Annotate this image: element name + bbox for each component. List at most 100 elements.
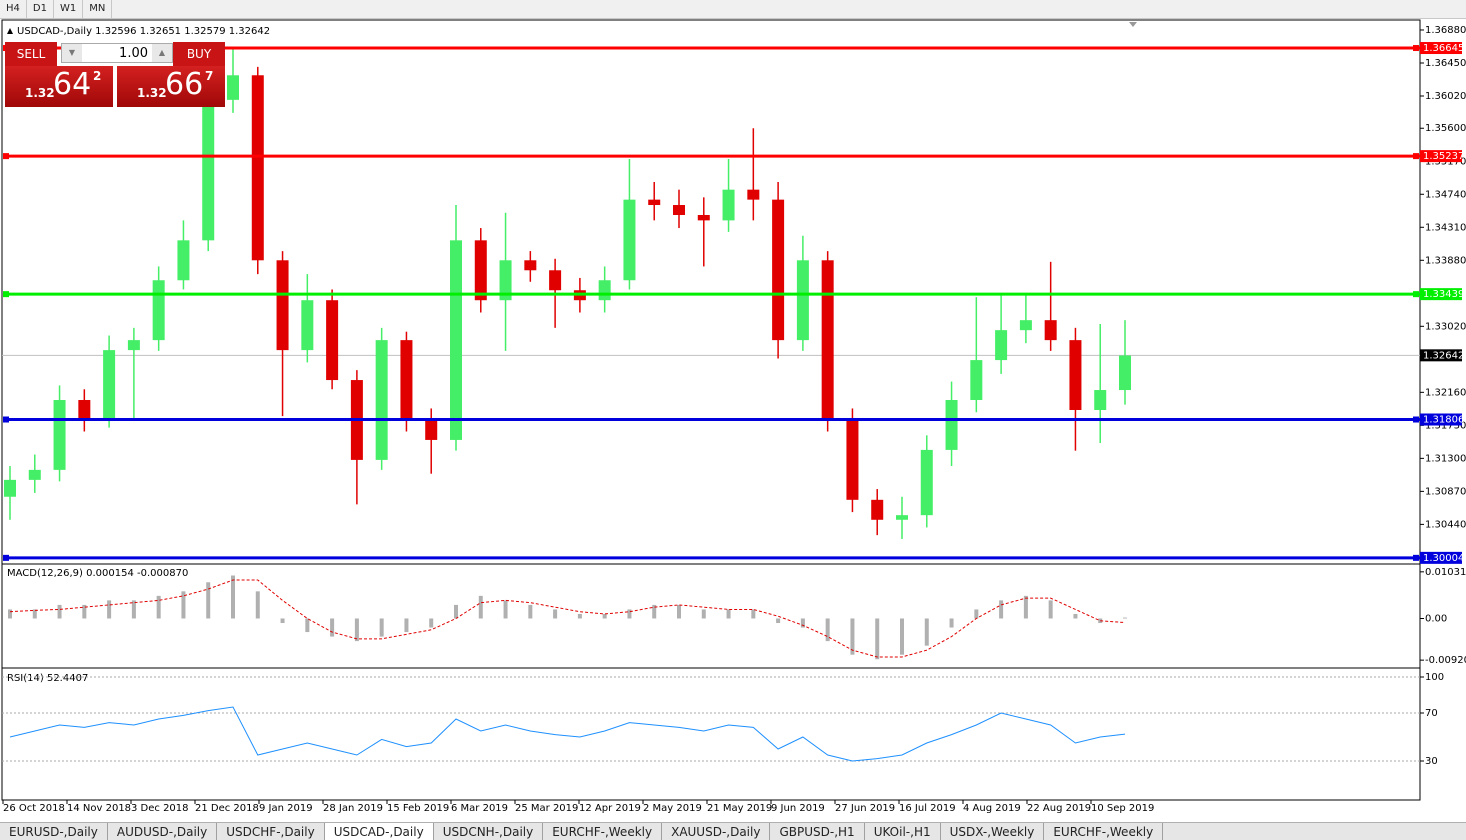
chart-tab[interactable]: EURCHF-,Weekly (543, 823, 663, 840)
candle-body (1069, 340, 1082, 410)
macd-bar (652, 604, 657, 619)
candle-body (945, 400, 958, 450)
level-handle (3, 554, 9, 561)
macd-bar (577, 613, 582, 619)
level-price-box (1420, 150, 1462, 163)
candle-body (1119, 355, 1131, 391)
candle-body (425, 419, 438, 440)
y-tick-label: 1.36450 (1425, 58, 1466, 69)
chart-tabs: EURUSD-,Daily AUDUSD-,Daily USDCHF-,Daily U… (0, 822, 1466, 840)
candle-body (896, 515, 908, 520)
y-tick-label: 1.32160 (1425, 387, 1466, 398)
timeframe-button[interactable]: MN (83, 0, 113, 18)
x-tick-label: 12 Apr 2019 (579, 803, 641, 814)
symbol-icon (7, 28, 13, 34)
indicator-title: RSI(14) 52.4407 (7, 673, 88, 684)
sell-button[interactable]: SELL (5, 42, 57, 66)
y-tick-label: 1.34740 (1425, 189, 1466, 200)
macd-bar (553, 609, 558, 619)
rsi-line (9, 706, 1126, 762)
macd-bar (32, 609, 37, 619)
bid-prefix: 1.32 (25, 86, 55, 100)
candle-body (920, 449, 933, 516)
macd-bar (82, 604, 87, 619)
timeframe-button[interactable]: H4 (0, 0, 27, 18)
candle-body (103, 350, 116, 420)
level-handle (1413, 554, 1419, 561)
candle-body (722, 189, 735, 221)
chart-tab[interactable]: XAUUSD-,Daily (662, 823, 771, 840)
macd-bar (726, 609, 731, 619)
candle-body (697, 214, 710, 221)
macd-bar (454, 604, 458, 619)
x-tick-label: 15 Feb 2019 (387, 803, 449, 814)
macd-bar (701, 609, 706, 619)
x-tick-label: 27 Jun 2019 (835, 803, 895, 814)
y-tick-label: 0.00 (1425, 613, 1447, 624)
bid-quote[interactable]: 1.32 64 2 (5, 66, 113, 107)
lot-down[interactable]: ▼ (62, 44, 82, 62)
x-tick-label: 4 Aug 2019 (963, 803, 1021, 814)
macd-bar (156, 595, 161, 619)
level-price-label: 1.33439 (1423, 289, 1464, 300)
indicator-title: MACD(12,26,9) 0.000154 -0.000870 (7, 568, 188, 579)
current-price-box (1420, 349, 1462, 362)
candle-body (648, 199, 661, 206)
level-price-box (1420, 413, 1462, 426)
x-tick-label: 28 Jan 2019 (323, 803, 383, 814)
x-tick-label: 21 Dec 2018 (195, 803, 259, 814)
y-tick-label: 1.36880 (1425, 25, 1466, 36)
candle-body (375, 340, 388, 460)
y-tick-label: 70 (1425, 708, 1438, 719)
candle-body (796, 260, 809, 341)
level-price-label: 1.35237 (1423, 151, 1464, 162)
macd-signal (9, 579, 1126, 658)
x-tick-label: 3 Dec 2018 (131, 803, 189, 814)
lot-value: 1.00 (119, 46, 148, 61)
candle-body (474, 240, 487, 301)
x-tick-label: 21 May 2019 (707, 803, 772, 814)
buy-button[interactable]: BUY (173, 42, 225, 66)
macd-bar (627, 609, 632, 619)
chart-tab[interactable]: USDCNH-,Daily (434, 823, 544, 840)
candle-body (4, 479, 16, 497)
macd-bar (181, 591, 186, 619)
level-handle (1413, 45, 1419, 52)
macd-bar (57, 604, 62, 619)
lot-size[interactable]: ▼ 1.00 ▲ (61, 43, 173, 63)
candle-body (78, 400, 91, 420)
macd-bar (850, 618, 855, 655)
macd-bar (131, 600, 136, 619)
macd-bar (800, 618, 805, 628)
timeframe-button[interactable]: W1 (54, 0, 84, 18)
macd-bar (875, 618, 880, 660)
chart-tab[interactable]: AUDUSD-,Daily (108, 823, 218, 840)
chart-tab[interactable]: UKOil-,H1 (865, 823, 941, 840)
chart-tab[interactable]: USDCAD-,Daily (324, 823, 434, 840)
chart-tab[interactable]: GBPUSD-,H1 (770, 823, 865, 840)
macd-bar (8, 609, 12, 619)
chart-tab[interactable]: USDX-,Weekly (941, 823, 1045, 840)
level-price-box (1420, 288, 1462, 301)
y-tick-label: 1.35600 (1425, 123, 1466, 134)
chart-tab[interactable]: USDCHF-,Daily (217, 823, 325, 840)
y-tick-label: 1.36020 (1425, 91, 1466, 102)
y-tick-label: 1.31730 (1425, 420, 1466, 431)
macd-bar (924, 618, 929, 646)
candle-body (1044, 320, 1057, 341)
y-tick-label: 1.30870 (1425, 486, 1466, 497)
chart-tab[interactable]: EURUSD-,Daily (0, 823, 108, 840)
candle-body (251, 75, 264, 261)
candle-body (1094, 390, 1107, 410)
x-tick-label: 25 Mar 2019 (515, 803, 578, 814)
lot-up[interactable]: ▲ (152, 44, 172, 62)
candle-body (995, 330, 1008, 361)
macd-bar (379, 618, 384, 637)
chart-tab[interactable]: EURCHF-,Weekly (1044, 823, 1164, 840)
level-price-box (1420, 551, 1462, 564)
timeframe-button[interactable]: D1 (27, 0, 54, 18)
macd-bar (974, 609, 979, 619)
ask-quote[interactable]: 1.32 66 7 (117, 66, 225, 107)
